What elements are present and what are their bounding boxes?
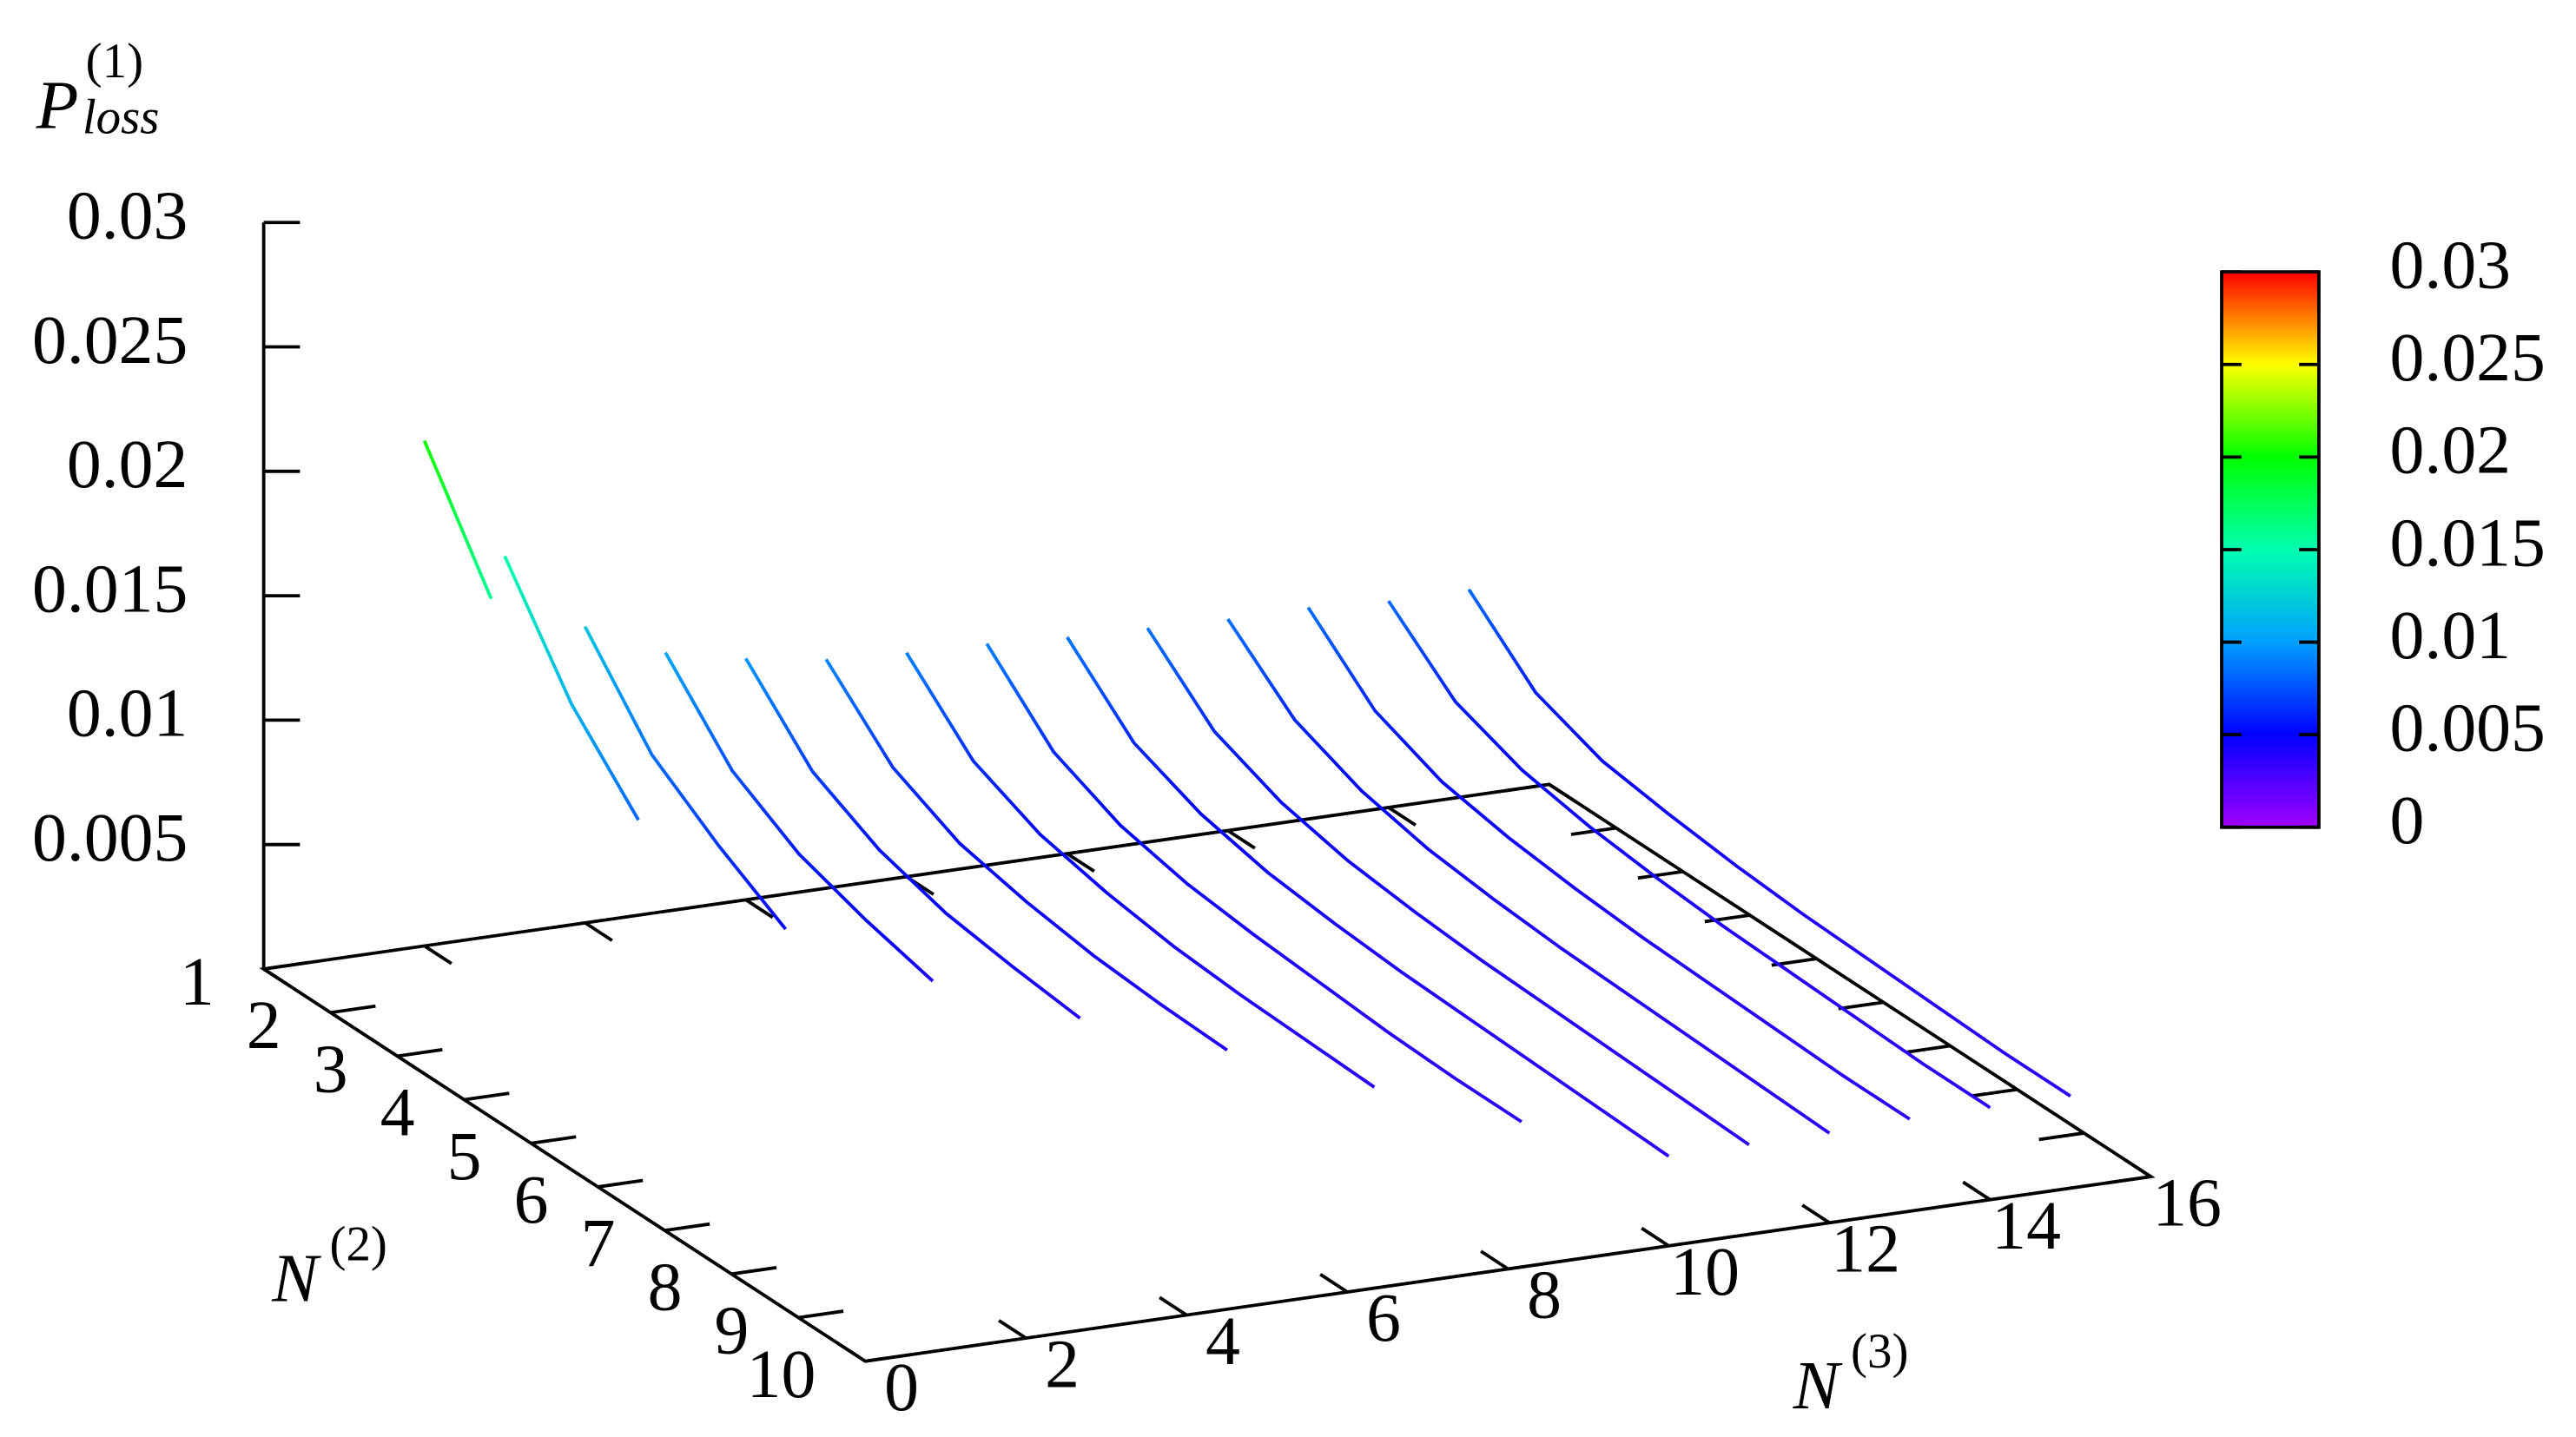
y-tick-label: 3: [314, 1031, 348, 1107]
surface-line: [1226, 617, 1831, 1135]
y-tick-label: 4: [380, 1075, 415, 1151]
x-tick: [1480, 1249, 1509, 1271]
colorbar-tick-label: 0.015: [2390, 504, 2546, 581]
x-tick-label: 4: [1205, 1303, 1240, 1380]
y-tick: [864, 1353, 911, 1363]
z-tick-label: 0.02: [67, 426, 188, 503]
x-axis-title: N: [1793, 1348, 1843, 1424]
x-axis-title-sup: (3): [1851, 1324, 1908, 1379]
y-tick-label: 2: [247, 987, 281, 1064]
y-tick-label: 9: [715, 1293, 750, 1369]
x-tick: [1641, 1226, 1670, 1248]
y-tick-mirror: [2038, 1131, 2084, 1142]
y-tick-label: 6: [514, 1162, 549, 1238]
surface-line: [824, 658, 1229, 1052]
x-tick-mirror: [1226, 828, 1256, 850]
x-tick-label: 6: [1366, 1280, 1401, 1356]
x-tick-label: 16: [2152, 1164, 2222, 1241]
z-axis-title-sub: loss: [83, 90, 160, 145]
surface-line: [1387, 600, 1991, 1110]
z-axis-title: P: [36, 67, 79, 143]
y-axis-title-sup: (2): [330, 1217, 387, 1272]
y-tick: [798, 1309, 844, 1320]
x-tick-mirror: [584, 921, 613, 942]
y-tick-label: 7: [581, 1205, 616, 1282]
y-tick-mirror: [1905, 1044, 1951, 1054]
surface-line: [985, 643, 1522, 1124]
z-tick-label: 0.03: [67, 178, 188, 254]
z-tick-label: 0.005: [32, 800, 188, 876]
y-tick: [397, 1048, 443, 1058]
surface-line: [905, 651, 1376, 1089]
colorbar-tick-label: 0.03: [2390, 227, 2511, 303]
colorbar-tick-label: 0: [2390, 782, 2425, 859]
y-tick-label: 10: [747, 1336, 816, 1413]
y-tick-mirror: [1637, 869, 1683, 880]
surface-line: [744, 657, 1081, 1020]
x-tick-label: 10: [1670, 1234, 1740, 1310]
surface-line: [664, 651, 935, 983]
x-tick: [1801, 1203, 1831, 1224]
surface-line: [422, 439, 493, 600]
x-tick-mirror: [1066, 852, 1095, 873]
colorbar-tick-label: 0.01: [2390, 597, 2511, 674]
y-tick: [263, 960, 309, 971]
y-tick: [330, 1004, 376, 1015]
x-tick: [1319, 1273, 1349, 1294]
colorbar-tick-label: 0.02: [2390, 412, 2511, 489]
surface-line: [503, 555, 640, 821]
y-tick: [731, 1265, 777, 1276]
z-axis-title-sup: (1): [86, 34, 143, 89]
y-tick-mirror: [1704, 913, 1750, 924]
y-tick: [531, 1135, 577, 1145]
x-tick-mirror: [423, 944, 452, 966]
colorbar-tick-label: 0.025: [2390, 320, 2546, 396]
y-tick-mirror: [1972, 1087, 2018, 1098]
x-tick-label: 0: [884, 1349, 919, 1426]
surface-line: [1467, 588, 2071, 1098]
surface-line: [1066, 636, 1670, 1158]
y-tick-mirror: [1838, 1000, 1884, 1011]
x-tick-label: 8: [1527, 1257, 1562, 1334]
colorbar-tick-label: 0.005: [2390, 689, 2546, 766]
y-tick-mirror: [2105, 1175, 2151, 1185]
x-tick: [2123, 1157, 2152, 1178]
x-tick: [837, 1341, 867, 1363]
x-tick-mirror: [262, 967, 292, 988]
surface-line: [583, 625, 788, 931]
z-tick-label: 0.015: [32, 550, 188, 627]
surface-line: [1146, 627, 1750, 1146]
x-tick-mirror: [1387, 806, 1417, 827]
y-tick: [664, 1222, 710, 1233]
x-tick-mirror: [1548, 782, 1577, 804]
x-tick-label: 12: [1831, 1211, 1900, 1288]
surface-line: [1306, 606, 1911, 1121]
y-axis-title: N: [271, 1241, 321, 1317]
y-tick-label: 1: [180, 944, 215, 1020]
x-tick: [1159, 1295, 1188, 1317]
x-tick-label: 2: [1045, 1326, 1080, 1402]
z-tick-label: 0.025: [32, 302, 188, 379]
y-tick-label: 8: [648, 1249, 683, 1325]
y-tick: [464, 1091, 510, 1102]
x-tick: [998, 1319, 1027, 1340]
x-tick: [1962, 1180, 1991, 1202]
y-tick-label: 5: [447, 1118, 482, 1195]
z-tick-label: 0.01: [67, 676, 188, 752]
y-tick: [598, 1178, 644, 1189]
x-tick-label: 14: [1991, 1188, 2061, 1264]
x-tick-mirror: [744, 898, 774, 920]
